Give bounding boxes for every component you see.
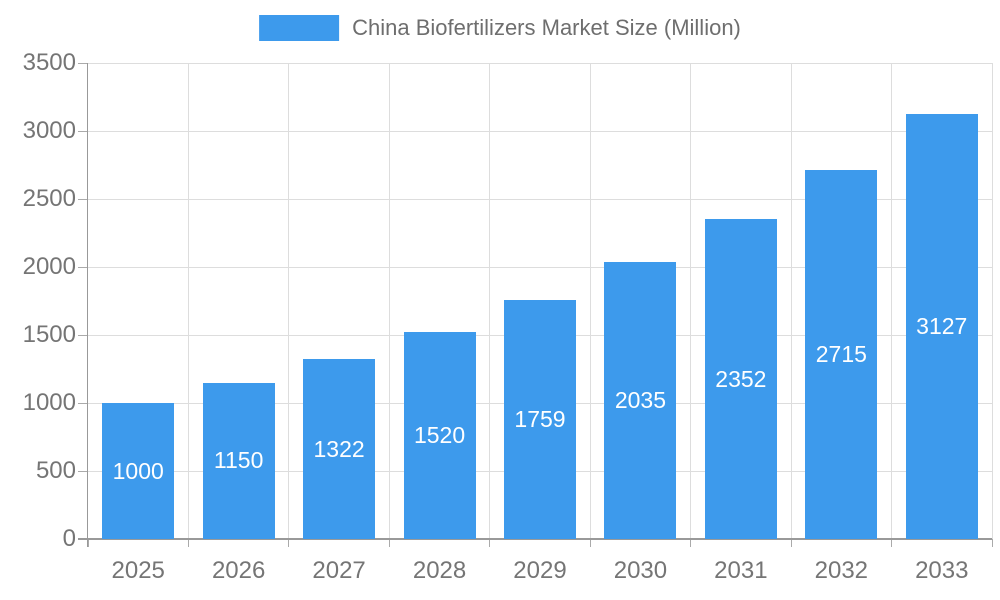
y-tick-label: 500: [35, 457, 76, 484]
bar-value-label: 1150: [213, 447, 264, 474]
y-axis-tick: [78, 266, 88, 268]
y-gridline: [88, 130, 992, 132]
bar-2026[interactable]: 1150: [202, 382, 275, 539]
y-tick-label: 2500: [22, 185, 76, 212]
x-axis-tick: [187, 539, 189, 547]
x-axis-tick: [589, 539, 591, 547]
x-gridline: [489, 63, 491, 539]
x-tick-label: 2028: [412, 557, 467, 584]
x-tick-label: 2031: [714, 557, 768, 584]
x-gridline: [991, 63, 993, 539]
y-axis-tick: [78, 334, 88, 336]
x-axis-line: [78, 538, 992, 540]
bar-value-label: 2035: [614, 387, 667, 414]
x-gridline: [187, 63, 189, 539]
legend-label: China Biofertilizers Market Size (Millio…: [352, 15, 741, 40]
x-axis-tick: [388, 539, 390, 547]
x-tick-label: 2032: [814, 557, 869, 584]
y-axis-tick: [78, 62, 88, 64]
y-tick-label: 3000: [22, 117, 76, 144]
x-gridline: [288, 63, 290, 539]
bar-value-label: 1759: [514, 405, 566, 432]
y-gridline: [88, 266, 992, 268]
bar-2028[interactable]: 1520: [403, 332, 476, 539]
bar-2031[interactable]: 2352: [704, 219, 777, 539]
x-gridline: [690, 63, 692, 539]
y-tick-label: 1000: [22, 389, 76, 416]
x-tick-label: 2027: [312, 557, 366, 584]
bar-2032[interactable]: 2715: [805, 169, 878, 539]
y-gridline: [88, 62, 992, 64]
y-axis-tick: [78, 130, 88, 132]
x-tick-label: 2025: [111, 557, 165, 584]
bar-value-label: 3127: [916, 312, 968, 339]
y-tick-label: 3500: [22, 49, 76, 76]
bar-value-label: 2352: [715, 365, 767, 392]
y-axis-tick: [78, 470, 88, 472]
bar-value-label: 1322: [313, 435, 365, 462]
x-axis-tick: [991, 539, 993, 547]
x-axis-tick: [891, 539, 893, 547]
y-tick-label: 2000: [22, 253, 76, 280]
bar-2033[interactable]: 3127: [905, 113, 978, 539]
x-tick-label: 2033: [915, 557, 969, 584]
bar-2029[interactable]: 1759: [504, 299, 576, 539]
x-axis-tick: [489, 539, 491, 547]
x-tick-label: 2026: [211, 557, 266, 584]
bar-value-label: 1000: [112, 457, 164, 484]
y-gridline: [88, 198, 992, 200]
legend-swatch: [259, 15, 340, 41]
x-gridline: [790, 63, 792, 539]
y-tick-label: 1500: [22, 321, 76, 348]
bar-2030[interactable]: 2035: [604, 262, 677, 539]
y-tick-label: 0: [62, 525, 76, 552]
y-axis-tick: [78, 198, 88, 200]
x-axis-tick: [790, 539, 792, 547]
x-gridline: [388, 63, 390, 539]
bar-2027[interactable]: 1322: [303, 359, 376, 539]
bar-2025[interactable]: 1000: [102, 403, 175, 539]
bar-value-label: 2715: [815, 340, 867, 367]
y-axis-line: [87, 63, 88, 547]
x-gridline: [891, 63, 893, 539]
x-axis-tick: [87, 539, 89, 547]
legend-item[interactable]: China Biofertilizers Market Size (Millio…: [259, 15, 741, 41]
bar-value-label: 1520: [413, 422, 466, 449]
x-axis-tick: [690, 539, 692, 547]
x-axis-tick: [288, 539, 290, 547]
y-axis-tick: [78, 402, 88, 404]
x-tick-label: 2029: [513, 557, 567, 584]
x-tick-label: 2030: [613, 557, 668, 584]
x-gridline: [589, 63, 591, 539]
